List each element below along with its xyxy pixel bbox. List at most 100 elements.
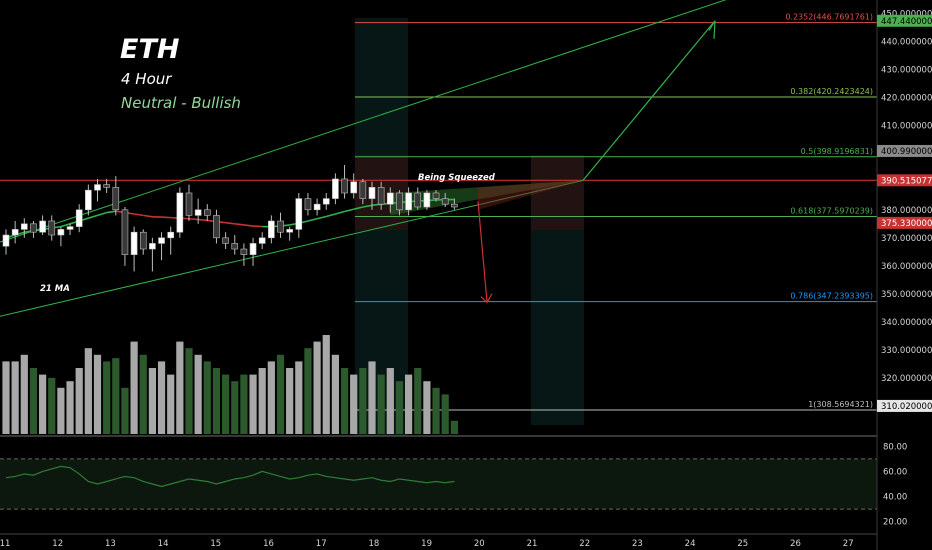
candle[interactable]	[386, 192, 394, 205]
price-tag-bg	[877, 14, 932, 27]
candle[interactable]	[277, 220, 284, 233]
volume-bar	[359, 368, 367, 434]
candle[interactable]	[432, 192, 440, 199]
volume-bar	[29, 368, 38, 434]
candle[interactable]	[130, 231, 138, 255]
volume-bar	[267, 361, 275, 434]
volume-bar	[414, 368, 422, 434]
candle[interactable]	[194, 209, 202, 216]
candle[interactable]	[396, 192, 403, 211]
candle[interactable]	[11, 229, 19, 236]
candle[interactable]	[359, 181, 367, 199]
candle[interactable]	[30, 223, 37, 233]
candle[interactable]	[57, 229, 65, 236]
candle[interactable]	[249, 243, 257, 255]
candle[interactable]	[377, 187, 385, 205]
candle[interactable]	[295, 198, 303, 230]
ma-segment	[88, 214, 98, 219]
x-tick-label: 17	[316, 539, 327, 549]
price-tick-label: 430.0000000	[881, 66, 932, 76]
candle[interactable]	[85, 189, 92, 211]
candle[interactable]	[167, 231, 174, 239]
ma-segment	[97, 211, 107, 217]
price-tag-bg	[877, 399, 932, 412]
volume-bar	[295, 361, 303, 434]
candle[interactable]	[213, 215, 220, 239]
candle[interactable]	[121, 209, 129, 255]
candle[interactable]	[149, 243, 156, 250]
candle[interactable]	[204, 209, 211, 216]
rsi-tick-label: 20.00	[883, 518, 907, 528]
x-tick-label: 20	[474, 539, 485, 549]
price-tick-label: 340.0000000	[881, 318, 932, 328]
candle[interactable]	[231, 243, 239, 250]
x-tick-label: 22	[579, 539, 590, 549]
candle[interactable]	[75, 209, 83, 227]
price-tick-label: 410.0000000	[881, 122, 932, 132]
candle[interactable]	[322, 198, 330, 205]
x-tick-label: 16	[263, 539, 274, 549]
channel-lower-line	[0, 179, 584, 317]
candle[interactable]	[332, 178, 339, 199]
ma-segment	[353, 206, 364, 211]
volume-bar	[39, 374, 47, 434]
volume-bar	[395, 381, 404, 434]
candle[interactable]	[304, 198, 312, 211]
price-tick-label: 320.0000000	[881, 374, 932, 384]
candle[interactable]	[185, 192, 193, 216]
price-tick-label: 370.0000000	[881, 234, 932, 244]
candle[interactable]	[258, 237, 266, 244]
candle[interactable]	[39, 220, 46, 233]
volume-bar	[203, 361, 211, 434]
volume-bar	[11, 361, 19, 434]
volume-bar	[258, 368, 266, 434]
volume-bar	[249, 374, 257, 434]
candle[interactable]	[423, 192, 431, 208]
candle[interactable]	[20, 223, 28, 230]
volume-bar	[331, 354, 339, 434]
candle[interactable]	[94, 184, 101, 191]
candle[interactable]	[451, 203, 458, 208]
candle[interactable]	[2, 234, 10, 247]
ma-segment	[307, 217, 318, 222]
candle[interactable]	[414, 192, 422, 208]
rsi-tick-label: 80.00	[883, 442, 907, 452]
price-axis-bg	[877, 0, 932, 550]
candle[interactable]	[268, 220, 275, 239]
volume-bar	[432, 387, 440, 434]
channel-upper-line	[0, 0, 727, 243]
squeeze-wedge	[390, 180, 583, 216]
x-tick-label: 15	[210, 539, 221, 549]
candle[interactable]	[48, 220, 56, 236]
target-arrow	[582, 20, 716, 181]
candle[interactable]	[313, 203, 321, 211]
candle[interactable]	[103, 184, 110, 188]
volume-bar	[20, 354, 28, 434]
price-tag-1: 400.9900000	[881, 147, 932, 157]
candle[interactable]	[112, 187, 120, 211]
candle[interactable]	[368, 187, 376, 199]
candle[interactable]	[139, 231, 147, 250]
volume-bar	[66, 381, 74, 434]
rsi-line	[5, 465, 455, 488]
candle[interactable]	[66, 226, 74, 230]
volume-bar	[157, 361, 166, 434]
ma-segment	[106, 210, 116, 214]
price-tick-label: 360.0000000	[881, 262, 932, 272]
price-tick-label: 450.0000000	[881, 10, 932, 20]
candle[interactable]	[222, 237, 229, 244]
rsi-tick-label: 60.00	[883, 467, 907, 477]
candle[interactable]	[341, 178, 348, 194]
candle[interactable]	[158, 237, 165, 244]
candle[interactable]	[350, 181, 358, 194]
squeeze-wedge-red	[478, 180, 583, 210]
candle[interactable]	[240, 248, 248, 255]
candle[interactable]	[286, 229, 293, 233]
ma-segment	[234, 223, 244, 226]
volume-bar	[340, 368, 349, 434]
candle[interactable]	[441, 198, 449, 205]
candle[interactable]	[405, 192, 412, 211]
candle[interactable]	[176, 192, 184, 233]
volume-bar	[322, 335, 330, 434]
